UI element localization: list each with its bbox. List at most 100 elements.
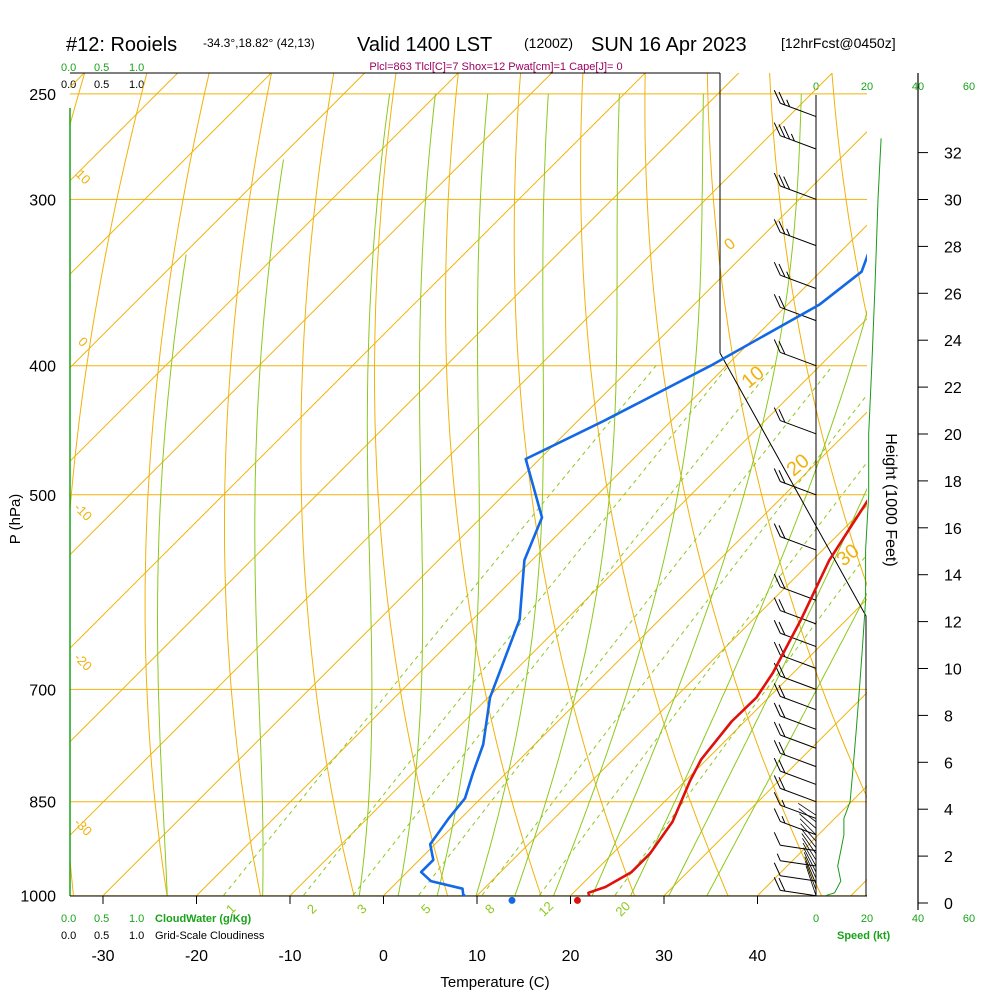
surface-points <box>508 896 581 904</box>
wind-barb-staff <box>780 752 817 768</box>
wind-barb-staff <box>780 675 817 690</box>
wind-barb-staff <box>780 787 817 803</box>
y-tick-label: 1000 <box>20 889 56 906</box>
wind-barb-lowlevel <box>804 856 817 885</box>
cloudiness-tick-2-bottom: 1.0 <box>129 930 144 942</box>
wind-barb-feather <box>778 704 786 718</box>
height-tick-label: 6 <box>944 755 953 772</box>
wind-barb-feather <box>773 791 781 806</box>
cloudwater-label: CloudWater (g/Kg) <box>155 913 251 925</box>
wind-barb-feather <box>773 862 781 876</box>
height-tick-label: 0 <box>944 896 953 913</box>
wind-barb-feather <box>773 757 781 772</box>
speed-tick-bottom-1: 20 <box>861 913 873 925</box>
wind-barb-half-feather <box>786 99 791 107</box>
height-tick-label: 8 <box>944 708 953 725</box>
dry-adiabat-line <box>224 73 272 896</box>
dry-adiabat-line <box>300 73 355 896</box>
wind-barb-feather <box>773 261 781 276</box>
surface-temperature-point <box>573 896 581 904</box>
wind-barb-staff <box>780 610 817 625</box>
wind-barb <box>773 523 817 551</box>
speed-tick-top-0: 0 <box>813 81 819 93</box>
cloudwater-tick-2: 1.0 <box>129 62 144 74</box>
moist-adiabat-line <box>668 487 867 896</box>
wind-barb-lowlevel <box>799 813 817 829</box>
isotherm-line <box>70 73 459 462</box>
wind-speed-profile <box>825 138 882 897</box>
wind-barb-feather <box>773 90 781 104</box>
wind-barb-lowlevel <box>805 865 817 896</box>
y-axis-ticks: 250 300 400 500 700 850 1000 <box>20 87 56 906</box>
wind-barb-feather <box>773 641 781 656</box>
wind-barb <box>773 294 817 322</box>
wind-barb-staff <box>780 889 817 897</box>
dry-adiabat-line <box>445 73 542 896</box>
dry-adiabat-line <box>144 73 210 896</box>
wind-barb <box>773 407 817 435</box>
chart-title-prefix: #12: Rooiels <box>66 34 177 56</box>
speed-tick-top-1: 20 <box>861 81 873 93</box>
height-tick-label: 14 <box>944 568 962 585</box>
wind-barb-staff <box>780 481 817 496</box>
moist-adiabat-line <box>157 254 187 896</box>
x-axis-label: Temperature (C) <box>440 974 549 991</box>
wind-barb-feather <box>778 643 786 658</box>
wind-barb-lowlevel <box>800 828 817 848</box>
wind-barb-feather <box>778 340 786 355</box>
wind-barb <box>773 90 817 118</box>
wind-barb-feather <box>773 620 781 634</box>
x-axis-ticks: -30 -20 -10 0 10 20 30 40 <box>91 896 767 965</box>
wind-barb-feather <box>773 597 781 611</box>
wind-barb <box>773 641 817 669</box>
wind-barb-lowlevel <box>799 818 817 836</box>
wind-barb-lowlevel <box>802 842 817 867</box>
wind-barb-staff <box>780 695 817 711</box>
cloudiness-tick-2: 1.0 <box>129 79 144 91</box>
height-tick-label: 20 <box>944 427 962 444</box>
wind-barb-lowlevel <box>797 803 817 816</box>
cloudiness-tick-0: 0.0 <box>61 79 76 91</box>
height-tick-label: 12 <box>944 615 962 632</box>
mixing-ratio-line <box>222 365 657 896</box>
x-tick-label: 20 <box>562 948 580 965</box>
wind-barb-feather <box>773 407 781 421</box>
wind-barb-lowlevel <box>801 833 817 854</box>
wind-barb <box>773 339 817 367</box>
wind-barb-feather <box>773 683 781 697</box>
x-tick-label: -20 <box>185 948 208 965</box>
wind-barb-feather <box>773 523 781 537</box>
moist-adiabat-line <box>706 592 867 896</box>
chart-forecast: [12hrFcst@0450z] <box>781 35 896 51</box>
chart-date: SUN 16 Apr 2023 <box>591 34 747 56</box>
y-tick-label: 500 <box>29 488 56 505</box>
wind-barb-lowlevel <box>802 838 817 861</box>
moist-adiabat-line <box>358 93 391 896</box>
wind-barb-feather <box>773 877 781 891</box>
speed-tick-bottom-2: 40 <box>912 913 924 925</box>
cloud-scale-top: 0.0 0.5 1.0 0.0 0.5 1.0 <box>61 62 144 91</box>
wind-barb-staff <box>780 231 817 247</box>
wind-barb-lowlevel <box>803 852 817 879</box>
x-tick-label: -10 <box>278 948 301 965</box>
wind-barb-half-feather <box>781 816 786 824</box>
moist-adiabat-line <box>475 93 549 896</box>
wind-barb-feather <box>778 759 786 774</box>
wind-barb <box>773 775 817 803</box>
wind-barb-feather <box>783 176 791 190</box>
wind-barb-staff <box>780 135 817 150</box>
wind-barb-feather <box>778 174 786 188</box>
isotherm-line <box>101 130 867 896</box>
wind-barb-feather <box>778 91 786 106</box>
wind-barb <box>773 740 817 768</box>
wind-barb-feather <box>778 621 786 636</box>
dry-adiabat-line <box>513 73 636 896</box>
height-tick-label: 2 <box>944 849 953 866</box>
isotherm-line <box>288 317 867 896</box>
moist-adiabat-line <box>514 93 620 896</box>
x-tick-label: -30 <box>91 948 114 965</box>
cloudwater-tick-0: 0.0 <box>61 62 76 74</box>
cloudwater-tick-1-bottom: 0.5 <box>94 913 109 925</box>
